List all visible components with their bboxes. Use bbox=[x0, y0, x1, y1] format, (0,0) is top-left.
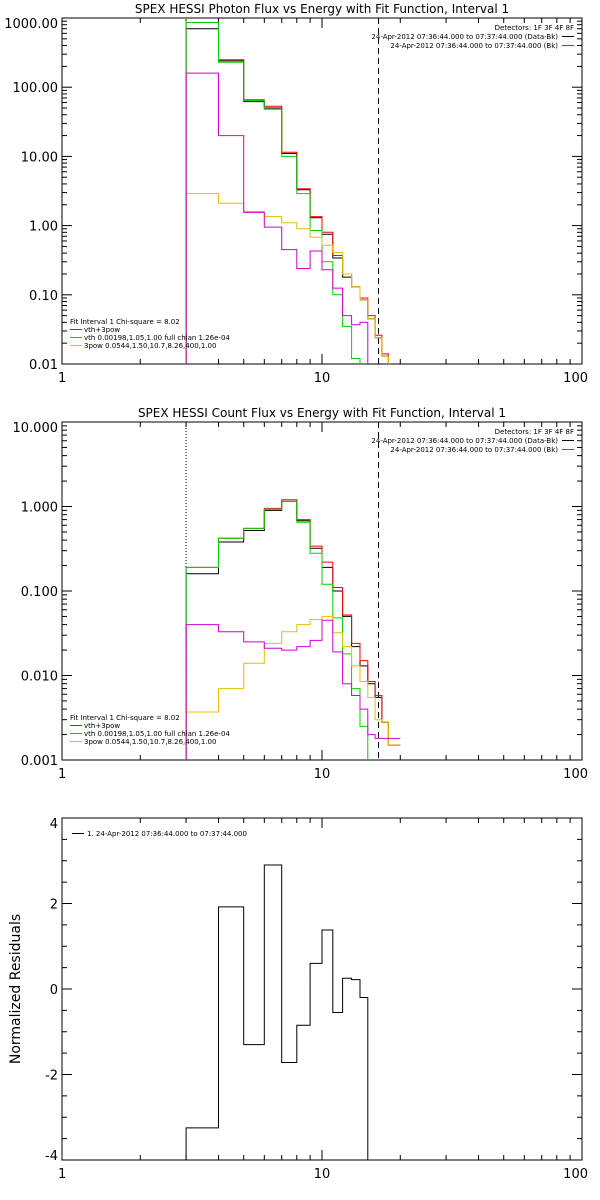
fit-legend-entry: 3pow 0.0544,1.50,10.7,8.26,400,1.00 bbox=[84, 342, 216, 350]
chart-panel-1: SPEX HESSI Photon Flux vs Energy with Fi… bbox=[4, 2, 588, 386]
y-tick-label: 10.000 bbox=[13, 421, 59, 436]
y-axis-label: Normalized Residuals bbox=[8, 914, 24, 1064]
fit-legend-header: Fit Interval 1 Chi-square = 8.02 bbox=[70, 714, 180, 722]
y-tick-label: 4 bbox=[50, 817, 58, 832]
residual-legend-entry: 1. 24-Apr-2012 07:36:44.000 to 07:37:44.… bbox=[87, 830, 247, 838]
detectors-label: Detectors: 1F 3F 4F 8F bbox=[495, 428, 574, 436]
x-tick-label: 100 bbox=[563, 371, 588, 386]
y-tick-label: 0.01 bbox=[29, 358, 58, 373]
legend-right-entry: 24-Apr-2012 07:36:44.000 to 07:37:44.000… bbox=[390, 446, 558, 454]
y-tick-label: 1.00 bbox=[29, 220, 58, 235]
y-tick-label: 10.00 bbox=[21, 150, 58, 165]
fit-legend-entry: vth+3pow bbox=[84, 326, 120, 334]
y-tick-label: 100.00 bbox=[13, 81, 59, 96]
legend-right-entry: 24-Apr-2012 07:36:44.000 to 07:37:44.000… bbox=[390, 42, 558, 50]
y-tick-label: -4 bbox=[45, 1149, 58, 1164]
series-line-bk bbox=[185, 619, 401, 760]
y-tick-label: 2 bbox=[50, 898, 58, 913]
fit-legend-entry: vth 0.00198,1.05,1.00 full chian 1.26e-0… bbox=[84, 730, 230, 738]
fit-legend-header: Fit Interval 1 Chi-square = 8.02 bbox=[70, 318, 180, 326]
chart-title: SPEX HESSI Count Flux vs Energy with Fit… bbox=[138, 406, 506, 420]
series-line-3pow bbox=[185, 193, 389, 364]
x-tick-label: 100 bbox=[563, 767, 588, 782]
fit-legend-entry: vth+3pow bbox=[84, 722, 120, 730]
chart-panel-2: SPEX HESSI Count Flux vs Energy with Fit… bbox=[13, 406, 589, 782]
y-tick-label: 0 bbox=[50, 983, 58, 998]
y-tick-label: 0.010 bbox=[21, 670, 58, 685]
y-tick-label: 1.000 bbox=[21, 501, 58, 516]
fit-legend-entry: vth 0.00198,1.05,1.00 full chian 1.26e-0… bbox=[84, 334, 230, 342]
plot-frame bbox=[61, 817, 583, 1161]
chart-title: SPEX HESSI Photon Flux vs Energy with Fi… bbox=[135, 2, 509, 16]
x-tick-label: 1 bbox=[58, 1167, 66, 1182]
x-tick-label: 10 bbox=[314, 371, 331, 386]
legend-right-entry: 24-Apr-2012 07:36:44.000 to 07:37:44.000… bbox=[371, 437, 558, 445]
series-line-1-24-apr-2012-07-36-44-000-to-07-37-44-000 bbox=[185, 864, 369, 1160]
y-tick-label: 0.001 bbox=[21, 754, 58, 769]
series-group bbox=[185, 864, 369, 1160]
series-line-bk bbox=[185, 72, 369, 364]
fit-legend-entry: 3pow 0.0544,1.50,10.7,8.26,400,1.00 bbox=[84, 738, 216, 746]
chart-panel-3: 1 10 100 -4 -2 0 2 4 Normalized Residuals 1. 24-A… bbox=[8, 817, 588, 1182]
x-tick-label: 10 bbox=[314, 1167, 331, 1182]
x-tick-label: 10 bbox=[314, 767, 331, 782]
x-tick-label: 1 bbox=[58, 371, 66, 386]
y-tick-label: 0.10 bbox=[29, 289, 58, 304]
series-line-vth bbox=[185, 22, 361, 364]
series-line-vth bbox=[185, 500, 369, 760]
x-tick-label: 100 bbox=[563, 1167, 588, 1182]
series-group bbox=[185, 499, 401, 760]
series-line-3pow bbox=[185, 615, 401, 760]
y-tick-label: 0.100 bbox=[21, 585, 58, 600]
plot-frame bbox=[61, 421, 583, 761]
x-tick-label: 1 bbox=[58, 767, 66, 782]
plot-frame bbox=[61, 17, 583, 365]
y-tick-label: -2 bbox=[45, 1069, 58, 1084]
detectors-label: Detectors: 1F 3F 4F 8F bbox=[495, 24, 574, 32]
y-tick-label: 1000.00 bbox=[4, 17, 58, 32]
legend-right-entry: 24-Apr-2012 07:36:44.000 to 07:37:44.000… bbox=[371, 33, 558, 41]
series-group bbox=[185, 22, 389, 364]
